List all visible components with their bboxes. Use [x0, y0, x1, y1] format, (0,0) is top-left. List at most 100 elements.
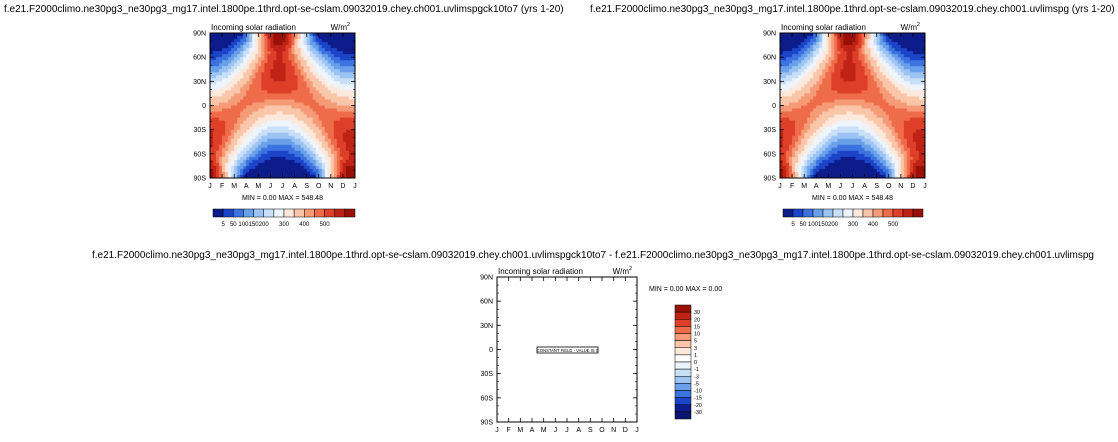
heatmap-cell [879, 168, 884, 173]
heatmap-cell [336, 48, 341, 52]
heatmap-cell [903, 54, 908, 58]
heatmap-cell [243, 162, 247, 167]
heatmap-cell [921, 168, 925, 173]
heatmap-cell [780, 36, 784, 40]
heatmap-cell [915, 69, 920, 73]
heatmap-cell [885, 150, 890, 155]
heatmap-cell [888, 33, 893, 37]
heatmap-cell [258, 93, 262, 98]
heatmap-cell [891, 33, 896, 37]
heatmap-cell [837, 72, 842, 76]
heatmap-cell [225, 33, 229, 37]
heatmap-cell [879, 165, 884, 170]
heatmap-cell [333, 63, 338, 67]
heatmap-cell [861, 174, 866, 178]
heatmap-cell [336, 84, 341, 88]
heatmap-cell [231, 63, 235, 67]
heatmap-cell [270, 72, 275, 76]
heatmap-cell [273, 108, 278, 113]
heatmap-cell [273, 150, 278, 155]
heatmap-cell [297, 132, 302, 137]
heatmap-cell [888, 162, 893, 167]
heatmap-cell [246, 39, 250, 43]
heatmap-cell [840, 159, 845, 164]
colorbar-swatch [344, 208, 356, 218]
heatmap-cell [837, 81, 842, 85]
heatmap-cell [231, 150, 235, 155]
heatmap-cell [888, 39, 893, 43]
heatmap-cell [282, 174, 287, 178]
heatmap-cell [213, 78, 217, 82]
heatmap-cell [780, 93, 784, 98]
heatmap-cell [291, 93, 296, 98]
heatmap-cell [342, 102, 347, 107]
heatmap-cell [267, 69, 272, 73]
heatmap-cell [306, 93, 311, 98]
heatmap-cell [837, 111, 842, 116]
heatmap-cell [255, 90, 259, 95]
heatmap-cell [342, 84, 347, 88]
heatmap-cell [333, 48, 338, 52]
heatmap-cell [336, 162, 341, 167]
heatmap-cell [780, 72, 784, 76]
heatmap-cell [834, 117, 838, 122]
heatmap-cell [285, 165, 290, 170]
heatmap-cell [225, 165, 229, 170]
heatmap-cell [294, 120, 299, 125]
heatmap-cell [831, 147, 835, 152]
heatmap-cell [849, 141, 854, 146]
heatmap-cell [243, 72, 247, 76]
heatmap-cell [318, 105, 323, 110]
heatmap-cell [909, 126, 914, 131]
heatmap-cell [801, 165, 805, 170]
heatmap-cell [837, 135, 842, 140]
heatmap-cell [294, 36, 299, 40]
heatmap-cell [309, 105, 314, 110]
heatmap-cell [822, 153, 826, 158]
heatmap-cell [333, 144, 338, 149]
heatmap-cell [270, 156, 275, 161]
heatmap-cell [852, 159, 857, 164]
heatmap-cell [324, 120, 329, 125]
heatmap-cell [342, 168, 347, 173]
heatmap-cell [828, 48, 832, 52]
heatmap-cell [348, 54, 353, 58]
heatmap-cell [900, 162, 905, 167]
heatmap-cell [906, 90, 911, 95]
heatmap-cell [813, 111, 817, 116]
heatmap-cell [810, 87, 814, 91]
heatmap-cell [840, 162, 845, 167]
heatmap-cell [255, 72, 259, 76]
heatmap-cell [225, 63, 229, 67]
heatmap-cell [213, 114, 217, 119]
heatmap-cell [843, 150, 848, 155]
heatmap-cell [888, 51, 893, 55]
heatmap-cell [804, 66, 808, 70]
heatmap-cell [786, 36, 790, 40]
heatmap-cell [225, 114, 229, 119]
heatmap-cell [231, 153, 235, 158]
heatmap-cell [288, 75, 293, 79]
heatmap-cell [288, 156, 293, 161]
heatmap-cell [846, 99, 851, 104]
heatmap-cell [210, 54, 214, 58]
heatmap-cell [264, 174, 268, 178]
heatmap-cell [216, 141, 220, 146]
heatmap-cell [336, 90, 341, 95]
heatmap-cell [306, 105, 311, 110]
heatmap-cell [864, 93, 869, 98]
heatmap-cell [825, 48, 829, 52]
heatmap-cell [321, 162, 326, 167]
heatmap-cell [861, 54, 866, 58]
heatmap-cell [213, 57, 217, 61]
heatmap-cell [894, 147, 899, 152]
heatmap-cell [276, 90, 281, 95]
heatmap-cell [336, 102, 341, 107]
heatmap-cell [315, 120, 320, 125]
heatmap-cell [870, 60, 875, 64]
heatmap-cell [219, 129, 223, 134]
heatmap-cell [285, 174, 290, 178]
colorbar-swatch [674, 347, 692, 356]
heatmap-cell [867, 42, 872, 46]
heatmap-cell [264, 93, 268, 98]
